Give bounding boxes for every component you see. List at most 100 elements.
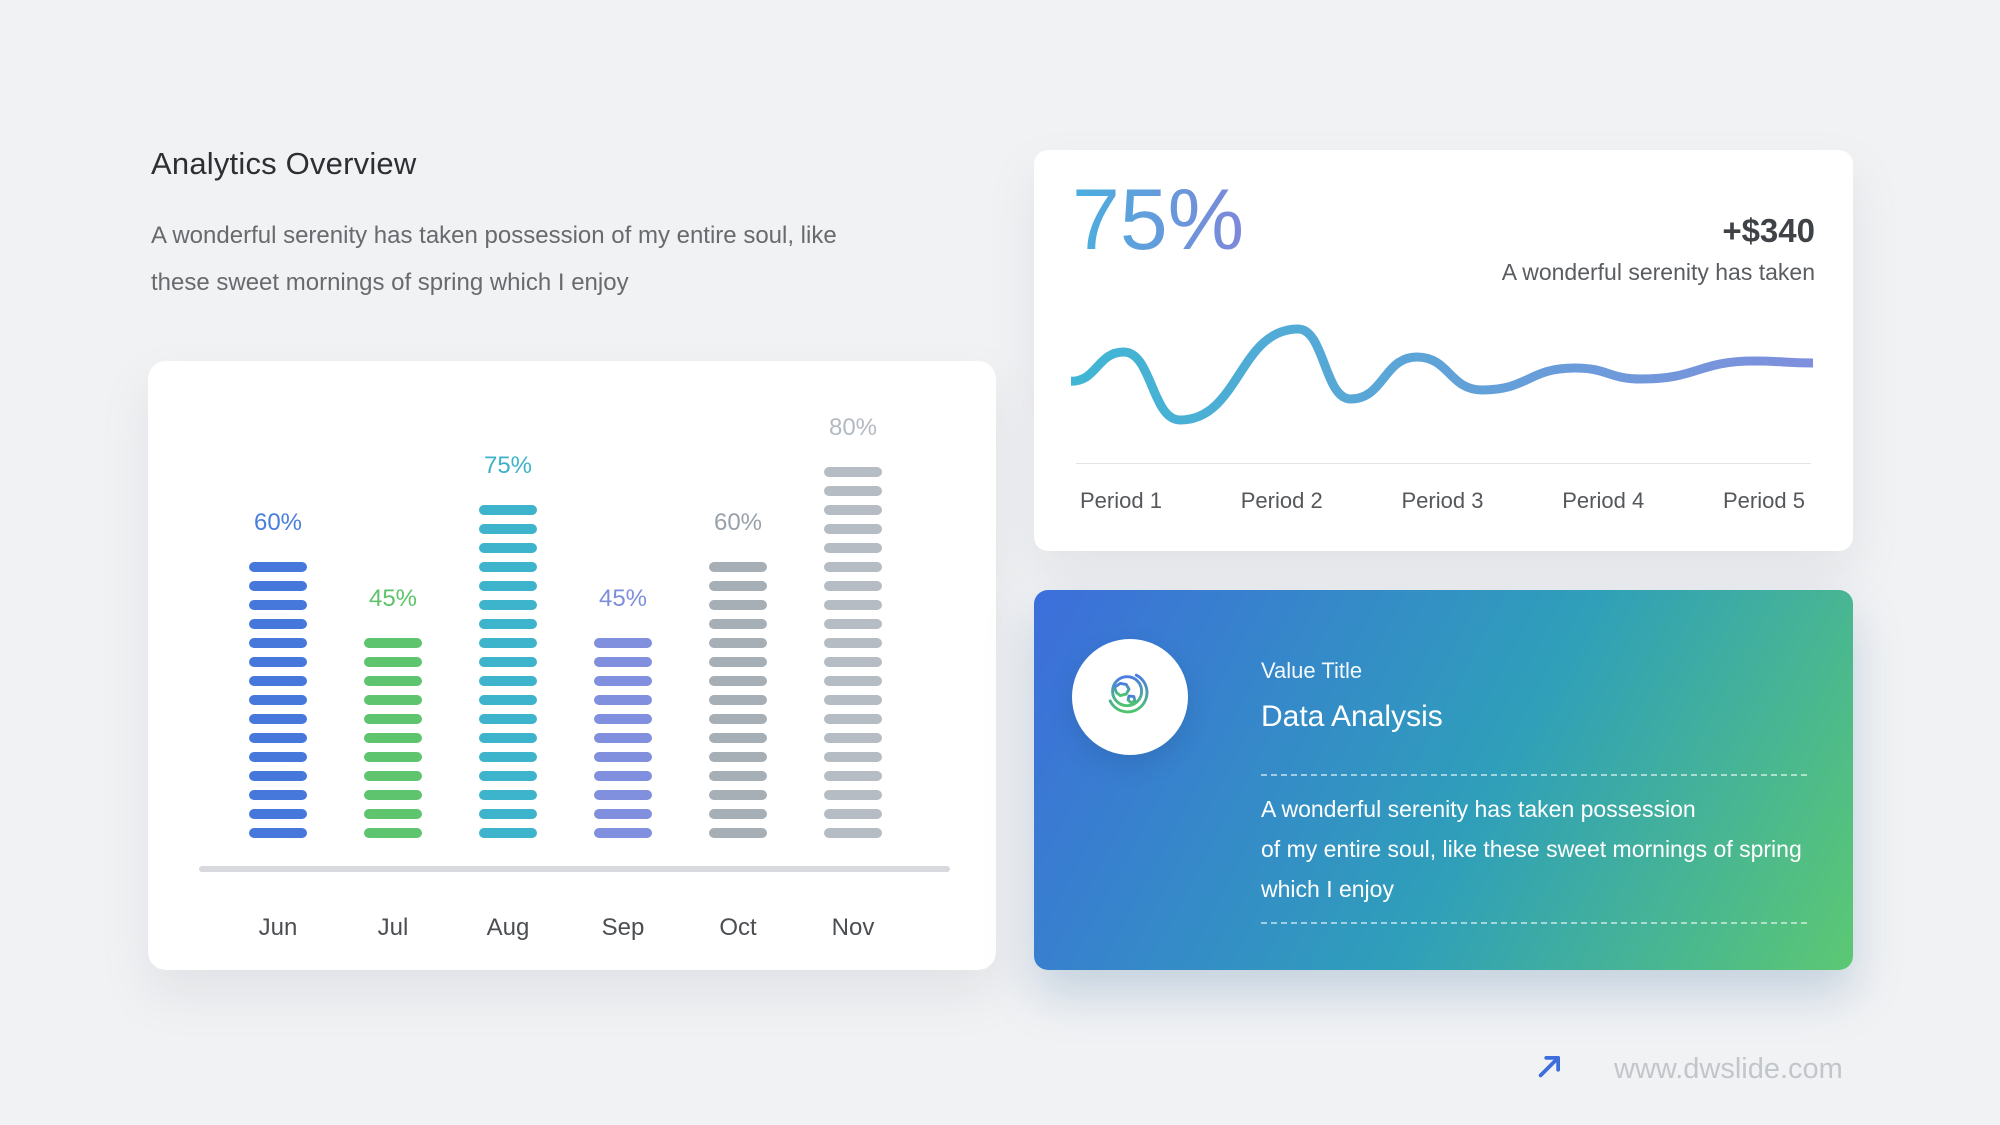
bar-segment (824, 733, 882, 743)
bar-value-label: 45% (368, 585, 418, 612)
bar-segment (249, 733, 307, 743)
bar-chart-card: 60% 45% 75% 45% 60% 80% Jun Jul Aug Sep Oct Nov (148, 361, 996, 970)
bar-segment (709, 828, 767, 838)
bar-segment (709, 657, 767, 667)
bar-segment (479, 600, 537, 610)
bar-segment (709, 714, 767, 724)
bar-segment (249, 638, 307, 648)
bar-segment (824, 467, 882, 477)
bar-segment (249, 828, 307, 838)
bar-segment (709, 771, 767, 781)
bar-segment (249, 695, 307, 705)
bar-segment (709, 619, 767, 629)
delta-value: +$340 (1722, 212, 1815, 249)
bar-column-aug: 75% (479, 452, 537, 838)
headline-percentage: 75% (1072, 160, 1244, 280)
bar-segment (479, 771, 537, 781)
bar-segment (824, 771, 882, 781)
bar-value-label: 60% (713, 509, 763, 536)
info-title: Data Analysis (1261, 700, 1443, 733)
info-card: Value Title Data Analysis A wonderful se… (1034, 590, 1853, 970)
bar-segment (824, 657, 882, 667)
bar-segment (709, 562, 767, 572)
bar-segment (249, 676, 307, 686)
bar-column-nov: 80% (824, 414, 882, 838)
bar-segment (249, 562, 307, 572)
dashed-divider-bottom (1261, 922, 1807, 924)
period-labels: Period 1 Period 2 Period 3 Period 4 Period 5 (1080, 488, 1805, 514)
bar-segment (249, 619, 307, 629)
bar-segment (479, 790, 537, 800)
bar-columns: 60% 45% 75% 45% 60% 80% (249, 414, 882, 838)
bar-segment (709, 752, 767, 762)
wave-path (1071, 324, 1813, 425)
bar-segment (594, 714, 652, 724)
bar-segment (479, 809, 537, 819)
dashed-divider-top (1261, 774, 1807, 776)
bar-segment (594, 752, 652, 762)
bar-segment (594, 638, 652, 648)
bar-segment (824, 752, 882, 762)
bar-segment (824, 600, 882, 610)
bar-segment (479, 638, 537, 648)
bar-segment (709, 638, 767, 648)
period-label-1: Period 1 (1080, 488, 1162, 513)
bar (249, 553, 307, 838)
bar-segment (824, 828, 882, 838)
bar-segment (709, 581, 767, 591)
bar (709, 553, 767, 838)
bar-segment (709, 676, 767, 686)
bar-segment (249, 752, 307, 762)
bar-segment (824, 619, 882, 629)
bar-segment (249, 790, 307, 800)
bar-value-label: 60% (253, 509, 303, 536)
bar-segment (249, 600, 307, 610)
bar-segment (364, 828, 422, 838)
bar-segment (824, 676, 882, 686)
axis-label-aug: Aug (486, 914, 530, 941)
bar (824, 458, 882, 838)
bar-segment (824, 486, 882, 496)
bar-value-label: 80% (828, 414, 878, 441)
bar-segment (594, 790, 652, 800)
bar-column-jun: 60% (249, 509, 307, 838)
bar-segment (364, 695, 422, 705)
bar-segment (364, 714, 422, 724)
bar-segment (824, 695, 882, 705)
bar-segment (824, 638, 882, 648)
bar-segment (364, 638, 422, 648)
period-label-4: Period 4 (1562, 488, 1645, 513)
delta-note: A wonderful serenity has taken (1501, 259, 1815, 285)
bar-segment (709, 695, 767, 705)
bar-segment (249, 809, 307, 819)
axis-label-jun: Jun (258, 914, 298, 941)
bar-segment (709, 600, 767, 610)
bar-segment (364, 657, 422, 667)
bar-segment (479, 695, 537, 705)
bar-segment (479, 581, 537, 591)
bar-segment (824, 809, 882, 819)
bar-segment (479, 714, 537, 724)
bar-segment (594, 828, 652, 838)
bar-column-oct: 60% (709, 509, 767, 838)
bar-months: Jun Jul Aug Sep Oct Nov (249, 914, 882, 942)
bar-segment (364, 771, 422, 781)
bar (594, 629, 652, 838)
bar-segment (479, 657, 537, 667)
bar-segment (594, 771, 652, 781)
chart-baseline (1076, 463, 1811, 464)
bar-column-jul: 45% (364, 585, 422, 838)
bar-segment (249, 657, 307, 667)
x-axis-line (199, 866, 950, 872)
website-link[interactable]: www.dwslide.com (1614, 1053, 1843, 1085)
bar-segment (824, 581, 882, 591)
bar-segment (364, 752, 422, 762)
bar-segment (594, 695, 652, 705)
delta-block: +$340 A wonderful serenity has taken (1502, 212, 1815, 286)
bar-segment (479, 562, 537, 572)
arrow-up-right-icon (1538, 1056, 1560, 1078)
axis-label-jul: Jul (377, 914, 409, 941)
bar-segment (364, 809, 422, 819)
page-description: A wonderful serenity has taken possessio… (151, 222, 837, 296)
bar-segment (594, 657, 652, 667)
